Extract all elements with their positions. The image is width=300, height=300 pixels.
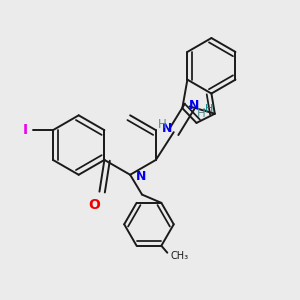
Text: N: N <box>136 170 146 183</box>
Text: H: H <box>158 118 166 131</box>
Text: O: O <box>88 198 101 212</box>
Text: -H: -H <box>201 104 214 114</box>
Text: H: H <box>197 107 206 120</box>
Text: CH₃: CH₃ <box>170 251 188 261</box>
Text: N: N <box>189 99 200 112</box>
Text: I: I <box>22 123 28 137</box>
Text: N: N <box>162 122 172 135</box>
